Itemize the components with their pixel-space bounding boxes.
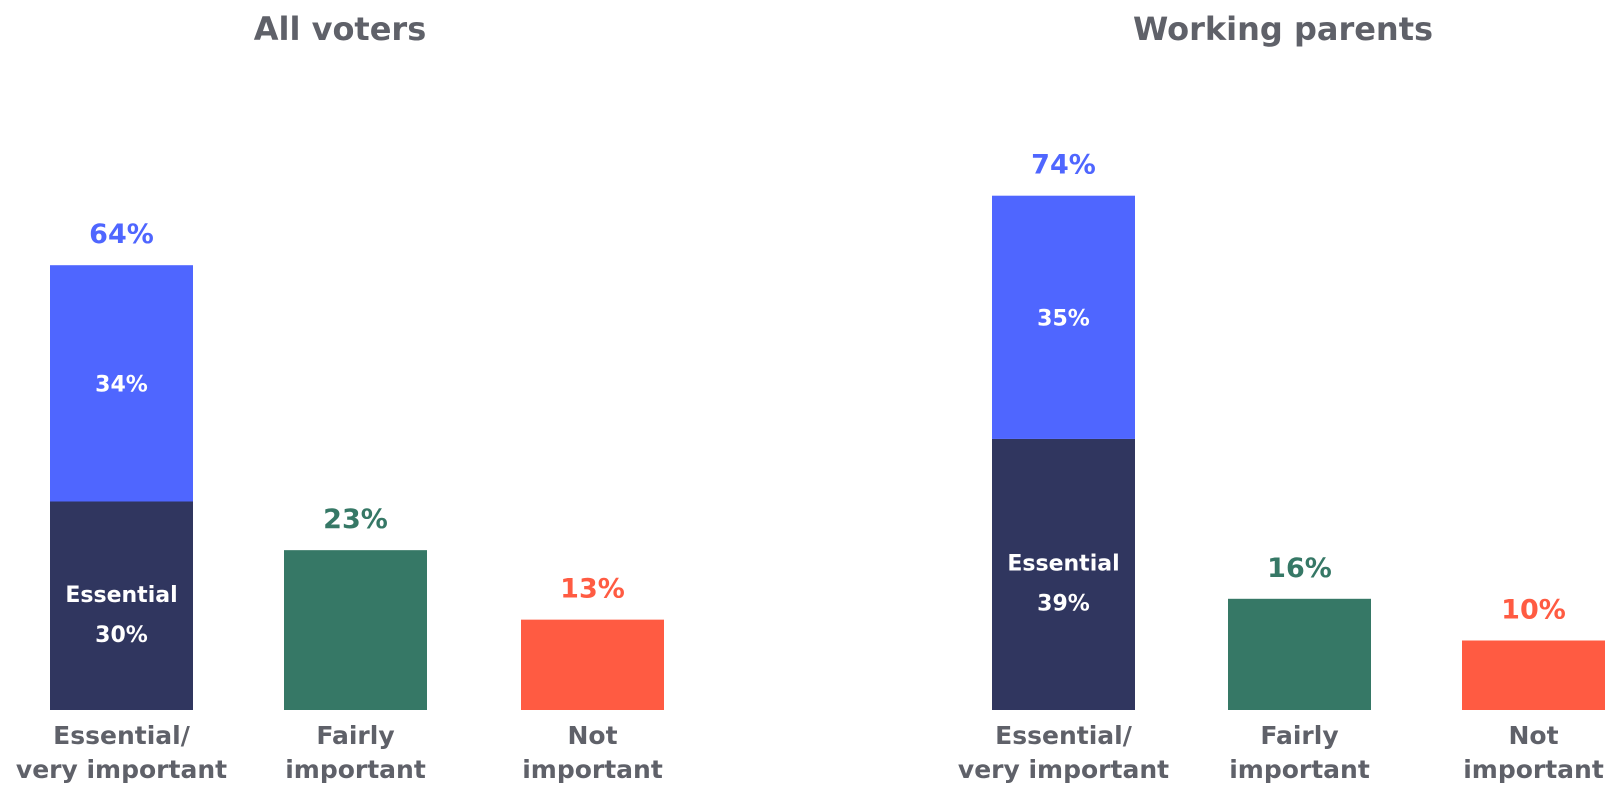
working-parents-bar-essential (992, 438, 1135, 710)
all-voters-essential-value-label: 30% (95, 623, 148, 648)
all-voters-category-label: Fairly (316, 721, 394, 750)
working-parents-bar-not-important (1462, 640, 1605, 710)
all-voters-category-label: important (285, 755, 426, 784)
working-parents-total-label: 74% (1031, 150, 1096, 181)
all-voters-category-label: important (522, 755, 663, 784)
all-voters-total-label: 64% (89, 219, 154, 250)
all-voters-bar-essential (50, 501, 193, 710)
all-voters-fairly-important-value-label: 23% (323, 504, 388, 535)
working-parents-category-label: very important (958, 755, 1169, 784)
all-voters-title: All voters (254, 10, 427, 48)
all-voters-bar-not-important (521, 619, 664, 710)
all-voters-essential-label: Essential (65, 583, 177, 608)
working-parents-fairly-important-value-label: 16% (1267, 553, 1332, 584)
working-parents-bar-fairly-important (1228, 598, 1371, 710)
all-voters-category-label: very important (16, 755, 227, 784)
all-voters-very-important-value-label: 34% (95, 372, 148, 397)
all-voters-bar-very-important (50, 265, 193, 502)
working-parents-not-important-value-label: 10% (1501, 595, 1566, 626)
working-parents-essential-value-label: 39% (1037, 591, 1090, 616)
all-voters-not-important-value-label: 13% (560, 574, 625, 605)
working-parents-essential-label: Essential (1007, 551, 1119, 576)
working-parents-very-important-value-label: 35% (1037, 306, 1090, 331)
working-parents-category-label: Essential/ (995, 721, 1133, 750)
all-voters-category-label: Essential/ (53, 721, 191, 750)
all-voters-category-label: Not (567, 721, 617, 750)
working-parents-category-label: Not (1508, 721, 1558, 750)
working-parents-title: Working parents (1133, 10, 1433, 48)
working-parents-category-label: Fairly (1260, 721, 1338, 750)
working-parents-bar-very-important (992, 195, 1135, 439)
working-parents-category-label: important (1229, 755, 1370, 784)
all-voters-bar-fairly-important (284, 550, 427, 710)
working-parents-category-label: important (1463, 755, 1604, 784)
